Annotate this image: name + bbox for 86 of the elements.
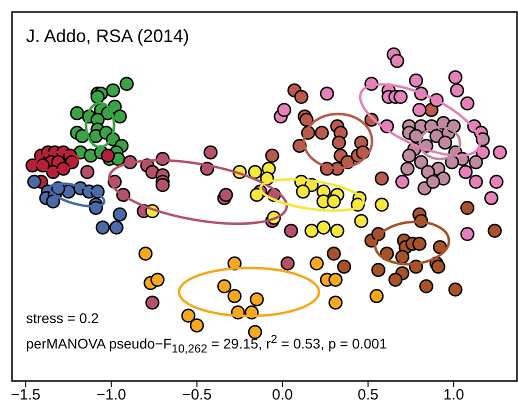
- point: [106, 83, 120, 98]
- point: [90, 90, 105, 104]
- point: [390, 54, 404, 68]
- annotation: perMANOVA pseudo−F$_{10,262}$ = 29.15, r$^{2}$ = 0.53, p = 0.001: [26, 332, 387, 358]
- point: [296, 184, 310, 199]
- point: [316, 220, 331, 235]
- point: [426, 174, 440, 189]
- point: [304, 224, 319, 238]
- point: [408, 74, 424, 88]
- point: [250, 292, 264, 306]
- point: [248, 324, 262, 340]
- point: [374, 198, 389, 212]
- point: [460, 96, 474, 110]
- point: [248, 164, 262, 180]
- point: [299, 112, 314, 127]
- point: [190, 318, 204, 333]
- point: [448, 282, 462, 297]
- point: [468, 174, 483, 189]
- point: [337, 260, 352, 274]
- point: [218, 188, 234, 202]
- point: [310, 256, 324, 270]
- point: [284, 224, 298, 238]
- point: [458, 164, 473, 180]
- point: [138, 246, 153, 261]
- point: [320, 86, 334, 101]
- point: [277, 102, 292, 118]
- point: [204, 145, 218, 160]
- point: [330, 224, 344, 238]
- point: [431, 260, 446, 274]
- point: [80, 164, 94, 180]
- point: [112, 109, 127, 124]
- point: [492, 145, 507, 160]
- point: [484, 191, 498, 206]
- x-tick-label: 0.0: [272, 386, 293, 404]
- chart-title: J. Addo, RSA (2014): [26, 26, 190, 47]
- point: [112, 207, 127, 222]
- point: [419, 279, 434, 294]
- point: [450, 83, 464, 98]
- point: [217, 279, 232, 294]
- x-tick-label: −0.5: [182, 386, 212, 404]
- point: [400, 162, 414, 176]
- point: [354, 214, 368, 228]
- point: [460, 200, 474, 215]
- point: [412, 236, 426, 251]
- point: [120, 76, 134, 91]
- point: [294, 90, 308, 104]
- point: [109, 220, 124, 235]
- point: [326, 246, 341, 261]
- point: [460, 227, 474, 242]
- point: [448, 70, 462, 84]
- point: [402, 148, 416, 163]
- point: [227, 289, 242, 304]
- x-tick-label: 1.0: [443, 386, 464, 404]
- point: [488, 224, 502, 238]
- point: [70, 106, 84, 120]
- point: [388, 272, 403, 287]
- point: [414, 155, 428, 170]
- x-tick-label: 0.5: [358, 386, 378, 404]
- point: [371, 262, 386, 278]
- point: [27, 174, 42, 189]
- annotation: stress = 0.2: [26, 309, 100, 328]
- point: [374, 171, 389, 186]
- point: [395, 250, 410, 264]
- point: [394, 90, 408, 104]
- point: [250, 188, 264, 202]
- x-tick-label: −1.0: [96, 386, 126, 404]
- point: [332, 136, 346, 150]
- point: [370, 289, 384, 304]
- point: [489, 174, 504, 189]
- point: [181, 308, 196, 323]
- x-tick-label: −1.5: [10, 386, 41, 404]
- point: [150, 272, 165, 287]
- point: [395, 174, 410, 189]
- point: [100, 148, 115, 163]
- point: [280, 256, 295, 270]
- point: [328, 272, 343, 287]
- point: [265, 148, 280, 163]
- point: [412, 102, 426, 118]
- point: [145, 296, 160, 310]
- point: [328, 296, 343, 310]
- point: [96, 220, 110, 235]
- point: [326, 194, 341, 208]
- point: [156, 178, 170, 192]
- point: [314, 126, 329, 140]
- point: [468, 155, 483, 170]
- point: [420, 164, 436, 180]
